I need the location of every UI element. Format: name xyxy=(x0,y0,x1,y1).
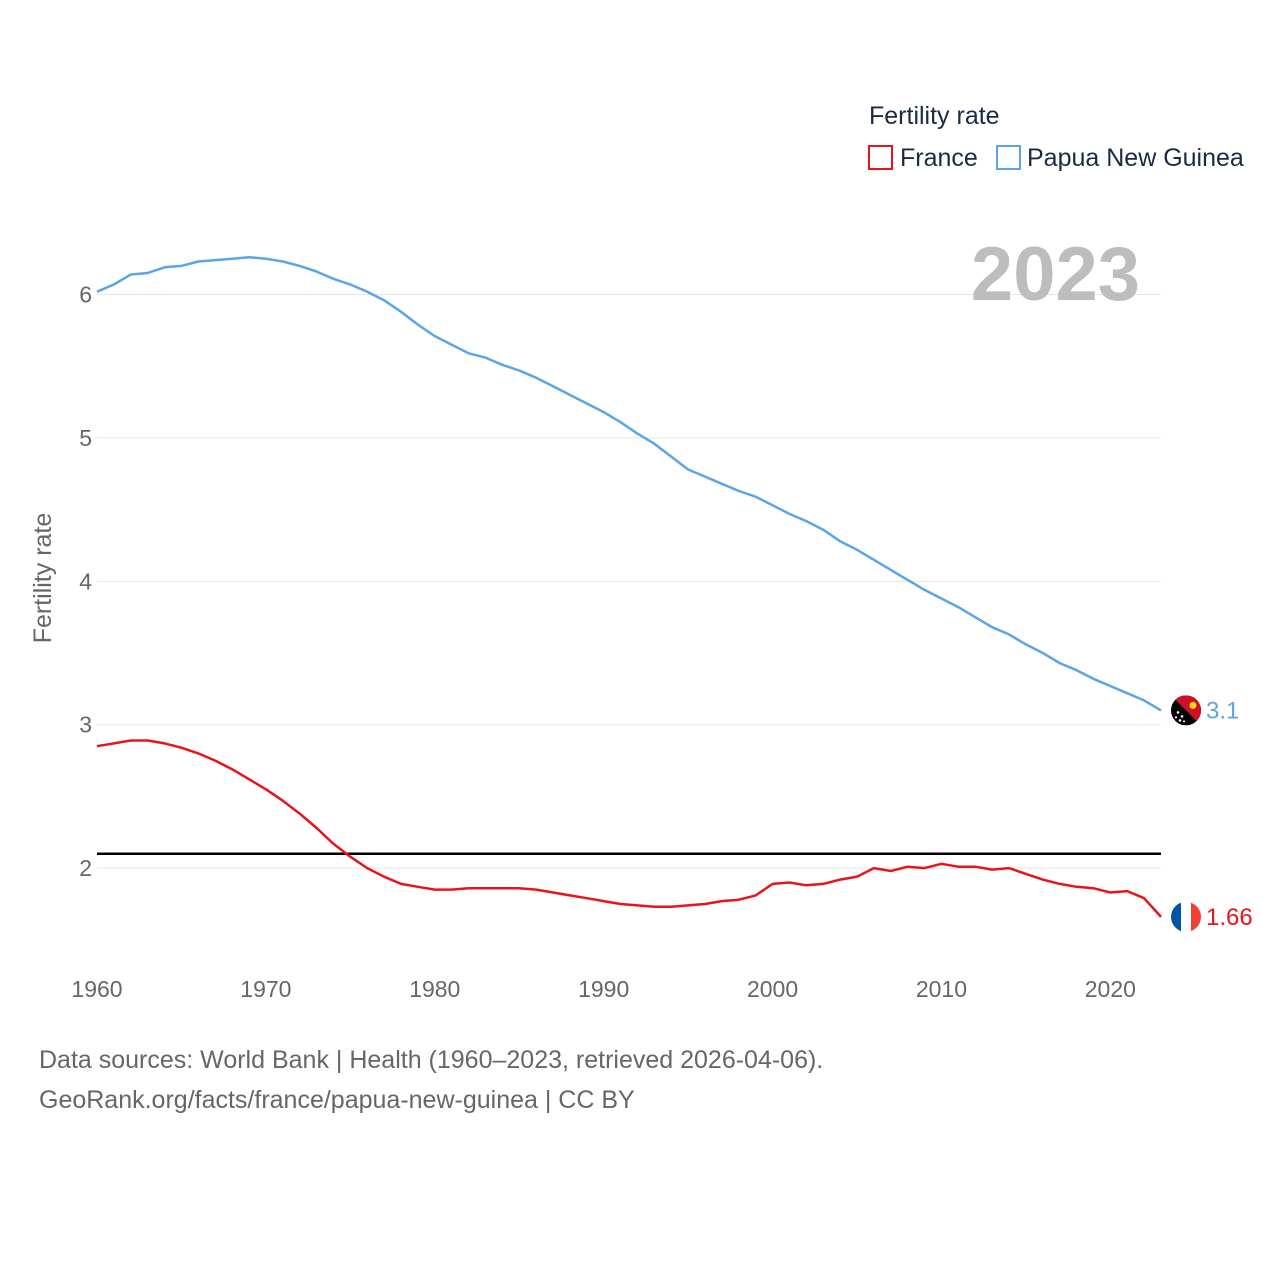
legend: Fertility rate France Papua New Guinea xyxy=(868,102,1244,172)
end-value-france: 1.66 xyxy=(1206,904,1253,931)
x-tick-label: 2010 xyxy=(916,976,967,1002)
y-tick-label: 6 xyxy=(79,282,92,308)
x-tick-label: 2020 xyxy=(1085,976,1136,1002)
y-tick-label: 4 xyxy=(79,568,92,594)
legend-swatch-france[interactable] xyxy=(868,145,893,170)
legend-swatch-papua-new-guinea[interactable] xyxy=(996,145,1021,170)
year-label: 2023 xyxy=(971,232,1140,317)
papua-new-guinea-flag-icon xyxy=(1171,695,1201,726)
series-lines xyxy=(96,255,1162,918)
grid-lines xyxy=(97,294,1161,869)
x-tick-label: 1970 xyxy=(240,976,291,1002)
series-line-papua-new-guinea[interactable] xyxy=(96,255,1162,712)
y-tick-label: 2 xyxy=(79,855,92,881)
x-tick-label: 1980 xyxy=(409,976,460,1002)
source-link-text[interactable]: GeoRank.org/facts/france/papua-new-guine… xyxy=(39,1086,635,1114)
end-value-papua-new-guinea: 3.1 xyxy=(1206,697,1239,724)
y-tick-label: 5 xyxy=(79,425,92,451)
x-axis-ticks: 1960 1970 1980 1990 2000 2010 2020 xyxy=(71,976,1136,1002)
legend-title: Fertility rate xyxy=(869,102,1000,130)
data-source-text: Data sources: World Bank | Health (1960–… xyxy=(39,1046,823,1074)
y-axis-ticks: 2 3 4 5 6 xyxy=(79,282,92,882)
y-axis-title: Fertility rate xyxy=(29,513,57,644)
x-tick-label: 1960 xyxy=(71,976,122,1002)
legend-label-france[interactable]: France xyxy=(900,144,978,172)
x-tick-label: 1990 xyxy=(578,976,629,1002)
x-tick-label: 2000 xyxy=(747,976,798,1002)
series-line-france[interactable] xyxy=(96,739,1162,918)
france-flag-icon xyxy=(1171,901,1201,932)
y-tick-label: 3 xyxy=(79,712,92,738)
legend-label-papua-new-guinea[interactable]: Papua New Guinea xyxy=(1027,144,1244,172)
